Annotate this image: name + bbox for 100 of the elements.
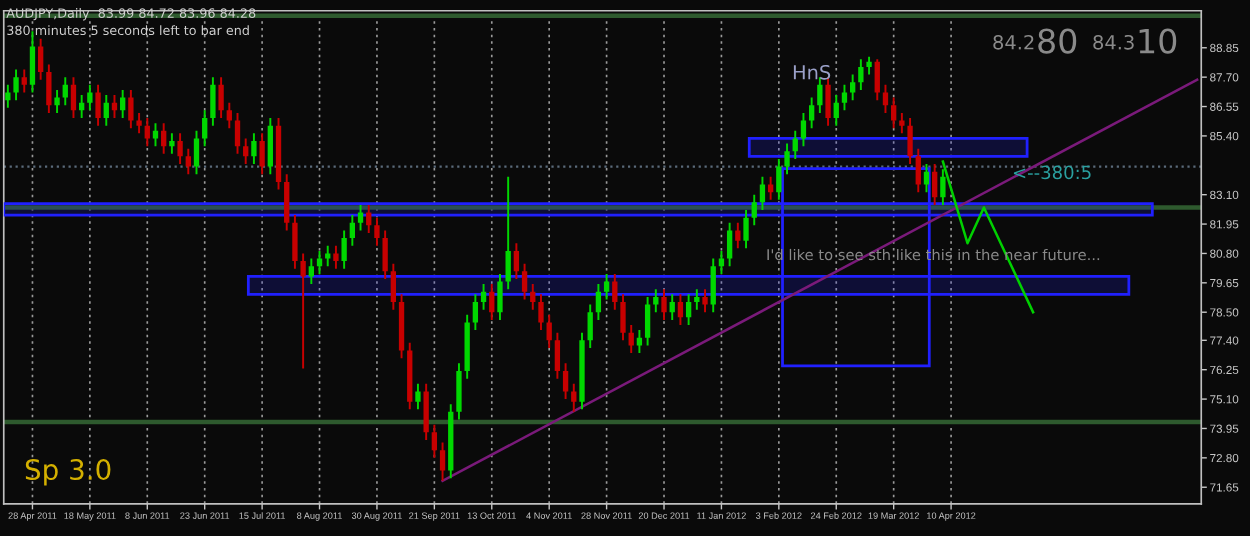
- candlestick: [743, 209, 749, 250]
- candlestick: [210, 76, 216, 127]
- candlestick: [439, 441, 446, 482]
- candlestick: [571, 382, 577, 413]
- candlestick: [513, 242, 520, 280]
- candlestick: [349, 214, 355, 247]
- candlestick: [702, 288, 708, 314]
- candlestick: [538, 293, 544, 332]
- annotation: 84.3: [1093, 34, 1134, 50]
- candlestick: [907, 117, 913, 165]
- candlestick: [128, 88, 134, 130]
- candlestick: [202, 109, 208, 148]
- candlestick: [612, 272, 618, 311]
- annotation: 84.2: [993, 34, 1034, 50]
- candlestick: [169, 132, 175, 155]
- candlestick: [341, 229, 347, 270]
- candlestick: [530, 283, 536, 311]
- candlestick: [677, 293, 684, 326]
- candlestick: [882, 83, 889, 114]
- candlestick: [161, 122, 167, 155]
- candlestick: [595, 283, 602, 321]
- candlestick: [185, 147, 191, 176]
- candlestick: [21, 68, 27, 94]
- candlestick: [46, 63, 52, 114]
- candlestick: [817, 76, 823, 114]
- candlestick: [554, 331, 561, 380]
- candlestick: [620, 293, 626, 342]
- candlestick: [603, 272, 610, 301]
- candlestick: [841, 83, 848, 112]
- candlestick: [776, 157, 782, 201]
- candlestick: [915, 147, 921, 194]
- candlestick: [54, 88, 60, 114]
- candlestick: [759, 175, 766, 211]
- candlestick: [300, 252, 306, 370]
- candlestick: [891, 96, 897, 130]
- candlestick: [325, 244, 331, 268]
- candlestick: [13, 68, 19, 102]
- candlestick: [899, 111, 905, 135]
- candlestick: [472, 293, 479, 332]
- candlestick: [267, 117, 273, 176]
- candlestick: [243, 137, 249, 165]
- candlestick: [177, 132, 183, 165]
- candlestick: [505, 175, 511, 291]
- candlestick: [858, 58, 864, 91]
- candlestick: [103, 94, 109, 127]
- candlestick: [792, 129, 798, 160]
- candlestick: [833, 94, 839, 127]
- candlestick: [308, 257, 314, 286]
- candlestick: [808, 96, 815, 130]
- candlestick: [694, 288, 700, 311]
- candlestick: [62, 76, 68, 107]
- candlestick: [95, 83, 101, 127]
- candlestick: [726, 221, 733, 268]
- candlestick: [70, 76, 77, 119]
- candlestick: [251, 132, 257, 165]
- candlestick: [661, 288, 667, 321]
- candlestick: [850, 73, 856, 102]
- candlestick: [415, 382, 421, 411]
- candlestick: [292, 214, 298, 270]
- candlestick: [284, 173, 290, 232]
- candlestick: [710, 257, 716, 314]
- candlestick: [489, 283, 495, 321]
- annotation: 80: [1038, 28, 1077, 54]
- annotation: HnS: [793, 64, 831, 80]
- candlestick: [546, 313, 552, 349]
- candlestick: [29, 30, 36, 94]
- candlestick: [825, 76, 831, 127]
- candlestick: [87, 83, 93, 112]
- candlestick: [259, 132, 265, 176]
- candlestick: [735, 221, 741, 250]
- candlestick: [193, 129, 200, 176]
- candlestick: [382, 229, 388, 280]
- annotation: 10: [1139, 28, 1177, 54]
- candlestick: [456, 362, 462, 421]
- candlestick: [5, 83, 11, 109]
- candlestick: [431, 423, 438, 459]
- candlestick: [932, 163, 938, 206]
- candlestick: [357, 203, 364, 232]
- candlestick: [218, 76, 224, 119]
- candlestick: [653, 288, 659, 314]
- candlestick: [587, 303, 593, 349]
- candlestick: [685, 293, 692, 326]
- candlestick: [37, 37, 44, 81]
- candlestick: [497, 272, 503, 321]
- candlestick: [136, 111, 142, 135]
- candlestick: [333, 244, 339, 270]
- candlestick: [423, 382, 429, 441]
- candlestick: [480, 283, 487, 311]
- candlestick: [751, 193, 757, 227]
- candlestick: [644, 295, 651, 347]
- candlestick: [784, 142, 790, 176]
- candlestick: [767, 175, 774, 201]
- candlestick: [874, 58, 880, 102]
- candlestick: [669, 293, 675, 321]
- candlestick: [374, 216, 380, 247]
- candlestick: [562, 362, 569, 401]
- candlestick: [234, 111, 241, 155]
- candlestick: [226, 101, 232, 130]
- candlestick: [521, 262, 528, 301]
- candlestick: [390, 262, 397, 311]
